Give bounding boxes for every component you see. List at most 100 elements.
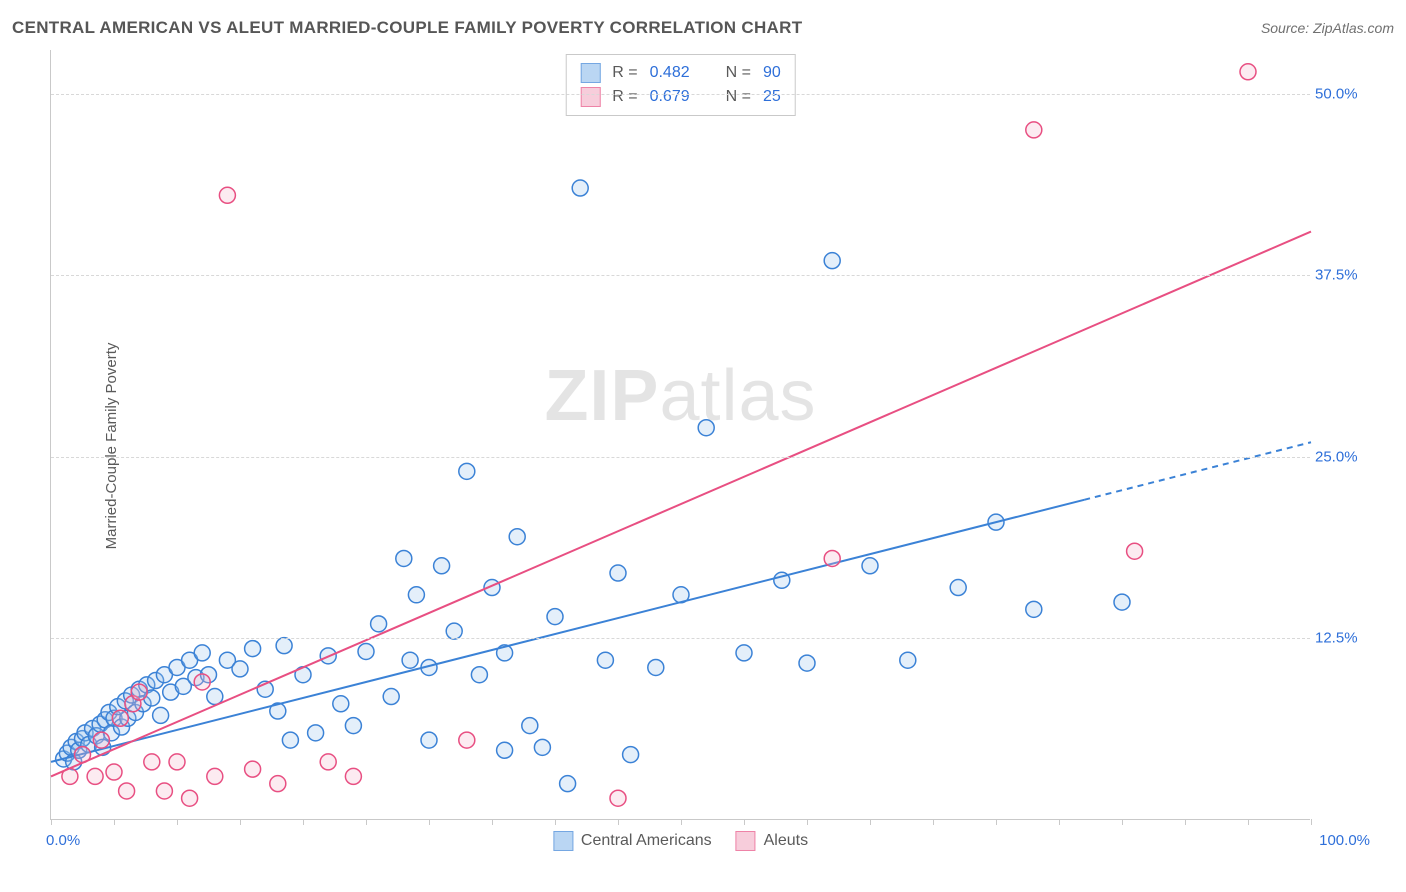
scatter-point-central-americans bbox=[396, 550, 412, 566]
scatter-point-aleuts bbox=[93, 732, 109, 748]
scatter-point-central-americans bbox=[308, 725, 324, 741]
chart-container: CENTRAL AMERICAN VS ALEUT MARRIED-COUPLE… bbox=[0, 0, 1406, 892]
scatter-point-aleuts bbox=[87, 768, 103, 784]
legend-series: Central Americans Aleuts bbox=[553, 831, 808, 851]
scatter-point-central-americans bbox=[522, 718, 538, 734]
scatter-point-central-americans bbox=[421, 732, 437, 748]
plot-area: ZIPatlas R =0.482N =90R =0.679N =25 0.0%… bbox=[50, 50, 1310, 820]
scatter-point-aleuts bbox=[459, 732, 475, 748]
scatter-point-central-americans bbox=[900, 652, 916, 668]
scatter-point-central-americans bbox=[194, 645, 210, 661]
scatter-point-aleuts bbox=[1127, 543, 1143, 559]
scatter-point-aleuts bbox=[824, 550, 840, 566]
scatter-point-aleuts bbox=[131, 684, 147, 700]
scatter-point-aleuts bbox=[182, 790, 198, 806]
x-tick bbox=[870, 819, 871, 825]
y-tick-label: 50.0% bbox=[1315, 85, 1370, 102]
scatter-point-central-americans bbox=[358, 643, 374, 659]
legend-series-item-aleuts: Aleuts bbox=[736, 831, 808, 851]
x-tick bbox=[1122, 819, 1123, 825]
trend-line-dashed-central-americans bbox=[1084, 442, 1311, 500]
scatter-point-central-americans bbox=[497, 742, 513, 758]
legend-correlation-row-central-americans: R = 0.482 N = 90 bbox=[580, 61, 781, 85]
x-tick bbox=[303, 819, 304, 825]
scatter-point-central-americans bbox=[509, 529, 525, 545]
scatter-point-central-americans bbox=[408, 587, 424, 603]
scatter-point-central-americans bbox=[698, 420, 714, 436]
r-value: 0.482 bbox=[650, 64, 690, 82]
trend-line-aleuts bbox=[51, 232, 1311, 777]
x-tick bbox=[933, 819, 934, 825]
r-label: R = bbox=[612, 88, 637, 106]
scatter-point-aleuts bbox=[119, 783, 135, 799]
scatter-point-aleuts bbox=[270, 776, 286, 792]
scatter-point-central-americans bbox=[560, 776, 576, 792]
source-prefix: Source: bbox=[1261, 20, 1313, 36]
source-attribution: Source: ZipAtlas.com bbox=[1261, 20, 1394, 36]
scatter-point-central-americans bbox=[471, 667, 487, 683]
scatter-point-central-americans bbox=[623, 747, 639, 763]
scatter-point-central-americans bbox=[459, 463, 475, 479]
legend-swatch bbox=[736, 831, 756, 851]
gridline-h bbox=[51, 275, 1310, 276]
x-tick bbox=[429, 819, 430, 825]
scatter-point-aleuts bbox=[169, 754, 185, 770]
r-label: R = bbox=[612, 64, 637, 82]
x-tick bbox=[492, 819, 493, 825]
scatter-point-aleuts bbox=[1240, 64, 1256, 80]
scatter-point-central-americans bbox=[282, 732, 298, 748]
scatter-point-central-americans bbox=[534, 739, 550, 755]
scatter-point-central-americans bbox=[232, 661, 248, 677]
legend-swatch bbox=[553, 831, 573, 851]
legend-correlation-row-aleuts: R =0.679N =25 bbox=[580, 85, 781, 109]
scatter-point-central-americans bbox=[610, 565, 626, 581]
legend-swatch bbox=[580, 87, 600, 107]
gridline-h bbox=[51, 94, 1310, 95]
x-axis-max-label: 100.0% bbox=[1319, 832, 1370, 849]
scatter-point-central-americans bbox=[862, 558, 878, 574]
scatter-point-central-americans bbox=[572, 180, 588, 196]
scatter-point-central-americans bbox=[1026, 601, 1042, 617]
x-tick bbox=[744, 819, 745, 825]
x-tick bbox=[177, 819, 178, 825]
scatter-point-central-americans bbox=[446, 623, 462, 639]
trend-line-central-americans bbox=[51, 500, 1084, 762]
scatter-point-central-americans bbox=[333, 696, 349, 712]
scatter-point-aleuts bbox=[156, 783, 172, 799]
scatter-point-aleuts bbox=[245, 761, 261, 777]
x-tick bbox=[114, 819, 115, 825]
x-tick bbox=[1059, 819, 1060, 825]
scatter-point-central-americans bbox=[799, 655, 815, 671]
scatter-point-central-americans bbox=[434, 558, 450, 574]
scatter-point-central-americans bbox=[383, 689, 399, 705]
scatter-point-central-americans bbox=[950, 580, 966, 596]
scatter-point-central-americans bbox=[371, 616, 387, 632]
x-tick bbox=[555, 819, 556, 825]
legend-swatch bbox=[580, 63, 600, 83]
scatter-point-aleuts bbox=[345, 768, 361, 784]
x-tick bbox=[618, 819, 619, 825]
scatter-point-aleuts bbox=[106, 764, 122, 780]
x-tick bbox=[51, 819, 52, 825]
scatter-point-central-americans bbox=[648, 659, 664, 675]
scatter-point-central-americans bbox=[276, 638, 292, 654]
n-label: N = bbox=[726, 64, 751, 82]
scatter-point-central-americans bbox=[736, 645, 752, 661]
legend-correlation-box: R = 0.482 N = 90 R =0.679N =25 bbox=[565, 54, 796, 116]
source-name: ZipAtlas.com bbox=[1313, 20, 1394, 36]
gridline-h bbox=[51, 457, 1310, 458]
n-value: 90 bbox=[763, 64, 781, 82]
scatter-point-aleuts bbox=[194, 674, 210, 690]
scatter-point-aleuts bbox=[610, 790, 626, 806]
scatter-point-central-americans bbox=[824, 253, 840, 269]
scatter-point-central-americans bbox=[1114, 594, 1130, 610]
legend-series-item-central-americans: Central Americans bbox=[553, 831, 712, 851]
scatter-point-central-americans bbox=[597, 652, 613, 668]
x-tick bbox=[996, 819, 997, 825]
scatter-point-aleuts bbox=[1026, 122, 1042, 138]
plot-svg bbox=[51, 50, 1310, 819]
scatter-point-central-americans bbox=[547, 609, 563, 625]
x-tick bbox=[240, 819, 241, 825]
scatter-point-central-americans bbox=[245, 641, 261, 657]
x-tick bbox=[807, 819, 808, 825]
